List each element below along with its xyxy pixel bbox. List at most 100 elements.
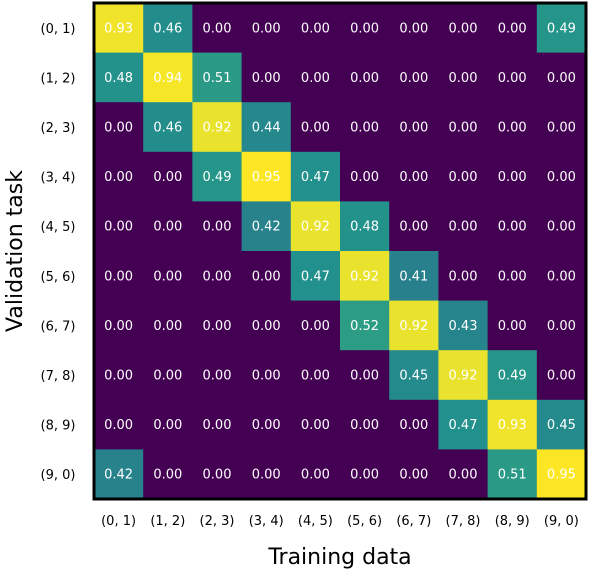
heatmap-cell [241, 350, 292, 401]
cell-value-label: 0.48 [350, 220, 379, 235]
heatmap-cell [536, 399, 587, 450]
heatmap-cell [192, 449, 243, 500]
cell-value-label: 0.00 [153, 418, 182, 433]
cell-value-label: 0.92 [399, 319, 428, 334]
heatmap-cell [94, 350, 144, 401]
cell-value-label: 0.00 [104, 121, 133, 136]
heatmap-cell [487, 251, 538, 302]
heatmap-cell [487, 399, 538, 450]
y-tick-label: (1, 2) [41, 71, 76, 86]
cell-value-label: 0.95 [252, 170, 281, 185]
heatmap-cell [241, 399, 292, 450]
cell-value-label: 0.00 [252, 71, 281, 86]
cell-value-label: 0.00 [547, 319, 576, 334]
y-tick-label: (7, 8) [41, 369, 76, 384]
cell-value-label: 0.46 [153, 21, 182, 36]
cell-value-label: 0.00 [547, 220, 576, 235]
cell-value-label: 0.49 [498, 369, 527, 384]
cell-value-label: 0.00 [301, 121, 330, 136]
x-tick-label: (1, 2) [150, 514, 185, 529]
heatmap-cell [438, 449, 489, 500]
cell-value-label: 0.00 [350, 71, 379, 86]
cell-value-label: 0.00 [449, 468, 478, 483]
heatmap-cell [438, 251, 489, 302]
cell-value-label: 0.45 [399, 369, 428, 384]
heatmap-cell [389, 201, 439, 252]
cell-value-label: 0.92 [301, 220, 330, 235]
heatmap-cell [487, 350, 538, 401]
heatmap-cell [389, 399, 439, 450]
cell-value-label: 0.00 [301, 369, 330, 384]
cell-value-label: 0.00 [350, 369, 379, 384]
cell-value-label: 0.00 [203, 269, 232, 284]
heatmap-cell [340, 52, 390, 103]
cell-value-label: 0.42 [104, 468, 133, 483]
heatmap-cell [340, 3, 390, 54]
heatmap-cell [487, 52, 538, 103]
x-tick-labels: (0, 1) (1, 2) (2, 3) (3, 4) (4, 5) (5, 6) (6, … [101, 514, 579, 529]
heatmap-cell [340, 449, 390, 500]
heatmap-cell [389, 449, 439, 500]
heatmap-cell [389, 151, 439, 202]
cell-value-label: 0.49 [203, 170, 232, 185]
cell-value-label: 0.00 [399, 170, 428, 185]
heatmap-cell [143, 300, 193, 351]
heatmap-cells [94, 3, 587, 500]
cell-value-label: 0.00 [252, 269, 281, 284]
heatmap-cell [487, 151, 538, 202]
cell-value-label: 0.47 [301, 170, 330, 185]
heatmap-cell [536, 251, 587, 302]
heatmap-cell [143, 251, 193, 302]
heatmap-cell [192, 350, 243, 401]
cell-value-label: 0.92 [449, 369, 478, 384]
heatmap-cell [241, 300, 292, 351]
cell-value-label: 0.00 [104, 319, 133, 334]
cell-value-label: 0.00 [252, 418, 281, 433]
cell-value-label: 0.42 [252, 220, 281, 235]
cell-value-label: 0.00 [153, 369, 182, 384]
cell-value-label: 0.00 [203, 418, 232, 433]
cell-value-label: 0.00 [203, 319, 232, 334]
heatmap-cell [438, 151, 489, 202]
heatmap-cell [241, 201, 292, 252]
heatmap-cell [290, 201, 341, 252]
cell-value-label: 0.92 [203, 121, 232, 136]
cell-value-label: 0.00 [399, 418, 428, 433]
cell-value-label: 0.00 [399, 71, 428, 86]
heatmap-cell [290, 3, 341, 54]
x-axis-label: Training data [267, 545, 411, 570]
heatmap-cell [94, 102, 144, 153]
heatmap-cell [290, 251, 341, 302]
heatmap-cell [340, 151, 390, 202]
cell-value-label: 0.00 [104, 369, 133, 384]
heatmap-cell [389, 300, 439, 351]
x-tick-label: (5, 6) [347, 514, 382, 529]
cell-value-label: 0.00 [498, 319, 527, 334]
cell-value-label: 0.00 [547, 170, 576, 185]
cell-value-label: 0.00 [350, 468, 379, 483]
heatmap-cell [536, 300, 587, 351]
heatmap-cell [290, 102, 341, 153]
heatmap-cell [290, 399, 341, 450]
heatmap-cell [536, 350, 587, 401]
cell-value-label: 0.93 [498, 418, 527, 433]
heatmap-cell [389, 52, 439, 103]
heatmap-cell [340, 300, 390, 351]
heatmap-cell [192, 52, 243, 103]
x-tick-label: (0, 1) [101, 514, 136, 529]
cell-value-label: 0.00 [399, 220, 428, 235]
cell-value-label: 0.00 [104, 220, 133, 235]
y-tick-label: (0, 1) [41, 22, 76, 37]
heatmap-cell [438, 102, 489, 153]
heatmap-cell [192, 151, 243, 202]
heatmap-cell [192, 300, 243, 351]
heatmap-cell [389, 102, 439, 153]
heatmap-cell [241, 251, 292, 302]
cell-value-label: 0.00 [449, 121, 478, 136]
cell-value-label: 0.00 [104, 269, 133, 284]
y-tick-label: (2, 3) [41, 121, 76, 136]
cell-value-label: 0.00 [301, 418, 330, 433]
cell-value-label: 0.00 [203, 468, 232, 483]
heatmap-cell [192, 251, 243, 302]
